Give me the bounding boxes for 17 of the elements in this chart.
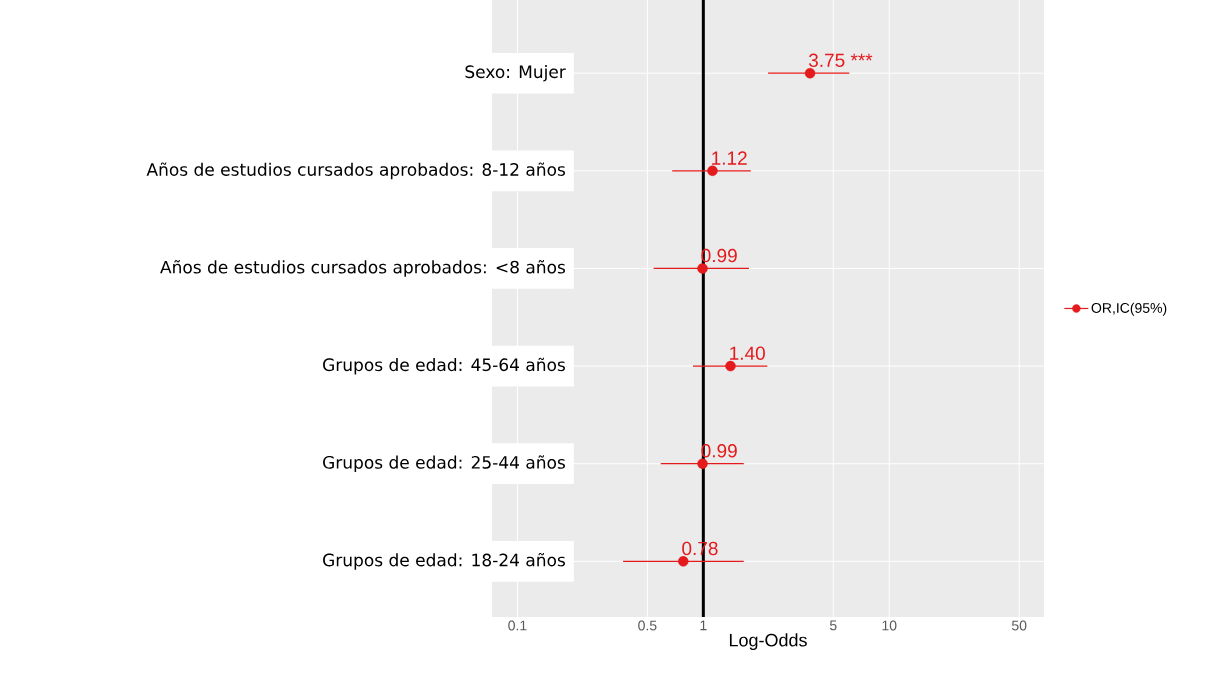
x-tick-label: 0.1 (508, 620, 527, 631)
data-label: 3.75 *** (808, 53, 873, 68)
x-tick-label: 5 (829, 620, 837, 631)
y-tick-label: Años de estudios cursados aprobados: 8-12 años (146, 162, 566, 180)
y-tick-label: Sexo: Mujer (465, 64, 566, 82)
x-tick-label: 50 (1011, 620, 1027, 631)
legend-label: OR,IC(95%) (1091, 302, 1167, 316)
x-tick-label: 10 (882, 620, 897, 631)
y-tick-label: Grupos de edad: 45-64 años (323, 357, 565, 375)
x-tick-label: 1 (700, 620, 707, 631)
data-label: 1.40 (730, 346, 765, 360)
y-tick-label: Grupos de edad: 18-24 años (323, 552, 565, 570)
x-tick-label: 0.5 (638, 620, 657, 631)
y-tick-label: Años de estudios cursados aprobados: <8 años (160, 260, 566, 277)
x-axis-title: Log-Odds (729, 633, 807, 651)
data-label: 1.12 (712, 151, 747, 165)
y-tick-label: Grupos de edad: 25-44 años (323, 455, 565, 473)
